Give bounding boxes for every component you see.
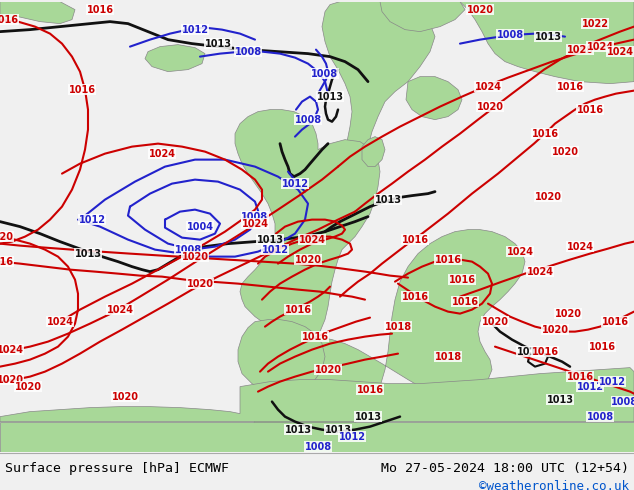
Text: 1016: 1016	[401, 235, 429, 245]
Text: 1008: 1008	[496, 29, 524, 40]
Text: 1020: 1020	[181, 252, 209, 262]
Text: 1008: 1008	[174, 245, 202, 255]
Text: 1018: 1018	[434, 352, 462, 362]
Text: 1016: 1016	[434, 255, 462, 265]
Text: 1008: 1008	[242, 212, 269, 221]
Text: 1016: 1016	[0, 257, 13, 267]
Text: 1024: 1024	[0, 344, 23, 355]
Text: 1020: 1020	[0, 232, 13, 242]
Text: 1013: 1013	[375, 195, 401, 205]
Polygon shape	[362, 137, 385, 167]
Text: 1024: 1024	[607, 47, 633, 57]
Text: 1013: 1013	[354, 412, 382, 421]
Text: 1016: 1016	[302, 332, 328, 342]
Text: 1020: 1020	[0, 375, 23, 385]
Text: 1020: 1020	[481, 317, 508, 327]
Text: 1016: 1016	[451, 296, 479, 307]
Text: 1013: 1013	[75, 248, 101, 259]
Text: 1020: 1020	[541, 324, 569, 335]
Text: 1020: 1020	[186, 279, 214, 289]
Text: 1020: 1020	[314, 365, 342, 375]
Polygon shape	[460, 1, 634, 84]
Text: Surface pressure [hPa] ECMWF: Surface pressure [hPa] ECMWF	[5, 462, 229, 475]
Text: 1024: 1024	[46, 317, 74, 327]
Text: 1016: 1016	[531, 346, 559, 357]
Polygon shape	[322, 1, 435, 170]
Text: 1008: 1008	[304, 441, 332, 452]
Text: 1008: 1008	[311, 69, 339, 78]
Text: 1024: 1024	[567, 242, 593, 252]
Text: 1024: 1024	[299, 235, 325, 245]
Text: 1016: 1016	[588, 342, 616, 352]
Text: 1013: 1013	[257, 235, 283, 245]
Text: 1018: 1018	[384, 321, 411, 332]
Text: 1013: 1013	[534, 32, 562, 42]
Polygon shape	[238, 319, 325, 393]
Text: 1013: 1013	[517, 346, 543, 357]
Text: 1016: 1016	[557, 82, 583, 92]
Polygon shape	[235, 110, 525, 452]
Text: 1004: 1004	[186, 221, 214, 232]
Text: 1016: 1016	[68, 85, 96, 95]
Text: 1012: 1012	[339, 432, 365, 441]
Polygon shape	[380, 1, 465, 32]
Text: 1024: 1024	[586, 42, 614, 51]
Text: 1020: 1020	[295, 255, 321, 265]
Polygon shape	[0, 1, 75, 24]
Text: 1024: 1024	[148, 148, 176, 159]
Text: 1020: 1020	[534, 192, 562, 201]
Text: 1012: 1012	[281, 179, 309, 189]
Text: ©weatheronline.co.uk: ©weatheronline.co.uk	[479, 480, 629, 490]
Text: 1012: 1012	[576, 382, 604, 392]
Text: 1024: 1024	[526, 267, 553, 277]
Text: 1012: 1012	[79, 215, 105, 224]
Text: 1008: 1008	[586, 412, 614, 421]
Text: 1012: 1012	[261, 245, 288, 255]
Text: Mo 27-05-2024 18:00 UTC (12+54): Mo 27-05-2024 18:00 UTC (12+54)	[381, 462, 629, 475]
Text: 1008: 1008	[235, 47, 262, 57]
Text: 1016: 1016	[356, 385, 384, 394]
Text: 1020: 1020	[555, 309, 581, 318]
Text: 1016: 1016	[0, 15, 18, 24]
Text: 1013: 1013	[316, 92, 344, 101]
Text: 1024: 1024	[242, 219, 269, 229]
Text: 1013: 1013	[547, 394, 574, 405]
Text: 1022: 1022	[581, 19, 609, 28]
Text: 1012: 1012	[181, 24, 209, 35]
Text: 1016: 1016	[86, 4, 113, 15]
Text: 1024: 1024	[474, 82, 501, 92]
Polygon shape	[288, 140, 320, 184]
Polygon shape	[274, 160, 293, 182]
Text: 1020: 1020	[567, 45, 593, 54]
Text: 1016: 1016	[285, 305, 311, 315]
Text: 1020: 1020	[467, 4, 493, 15]
Text: 1013: 1013	[325, 425, 351, 435]
Text: 1024: 1024	[107, 305, 134, 315]
Text: 1016: 1016	[531, 129, 559, 139]
Polygon shape	[0, 368, 634, 421]
Polygon shape	[406, 76, 462, 120]
Text: 1016: 1016	[401, 292, 429, 302]
Text: 1016: 1016	[567, 371, 593, 382]
Text: 1016: 1016	[576, 105, 604, 115]
Text: 1024: 1024	[507, 246, 533, 257]
Text: 1020: 1020	[477, 101, 503, 112]
Text: 1020: 1020	[552, 147, 578, 157]
Text: 1016: 1016	[448, 274, 476, 285]
Text: 1012: 1012	[598, 377, 626, 387]
Text: 1016: 1016	[602, 317, 628, 327]
Polygon shape	[145, 45, 205, 72]
Text: 1020: 1020	[15, 382, 41, 392]
Text: 1013: 1013	[205, 39, 231, 49]
Text: 1008: 1008	[294, 115, 321, 124]
Text: 1013: 1013	[285, 425, 311, 435]
Text: 1020: 1020	[112, 392, 138, 402]
Polygon shape	[0, 421, 634, 452]
Text: 1008: 1008	[611, 396, 634, 407]
